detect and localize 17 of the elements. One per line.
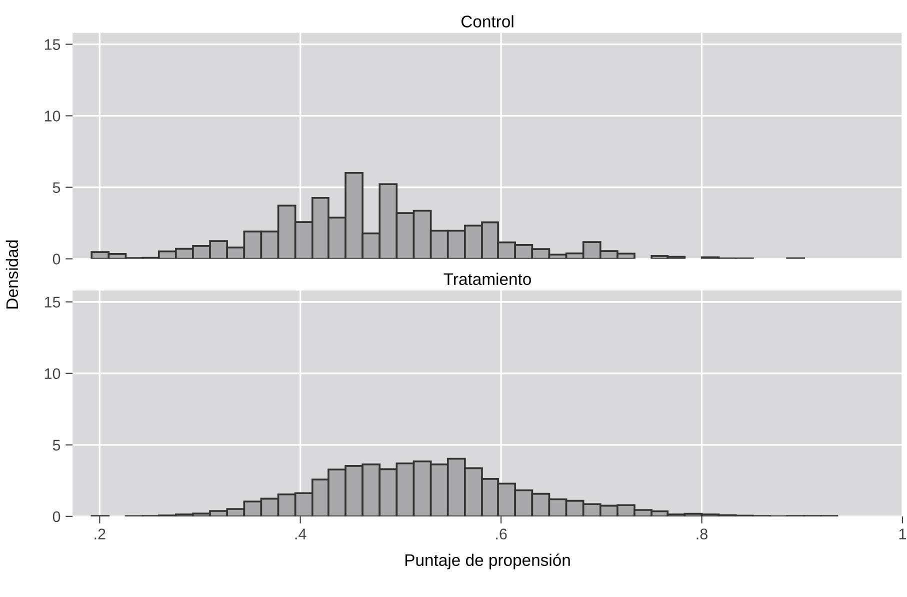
chart-title: Tratamiento (444, 272, 531, 286)
x-axis-title: Puntaje de propensión (405, 554, 570, 570)
x-tick-label: .8 (696, 528, 708, 540)
y-tick-label: 5 (52, 440, 60, 451)
y-tick-label: 15 (44, 296, 60, 308)
y-tick-label: 10 (44, 368, 60, 380)
y-tick-label: 0 (52, 254, 60, 264)
x-tick-label: 1 (899, 528, 906, 540)
x-tick-label: .6 (496, 528, 507, 540)
y-tick-label: 0 (52, 511, 60, 522)
x-tick-label: .2 (94, 528, 106, 540)
y-tick-label: 5 (52, 182, 60, 193)
x-tick-label: .4 (295, 528, 306, 540)
y-axis-title: Densidad (6, 240, 18, 308)
chart-title: Control (461, 15, 514, 28)
y-tick-label: 10 (44, 110, 60, 122)
y-tick-label: 15 (44, 39, 60, 50)
